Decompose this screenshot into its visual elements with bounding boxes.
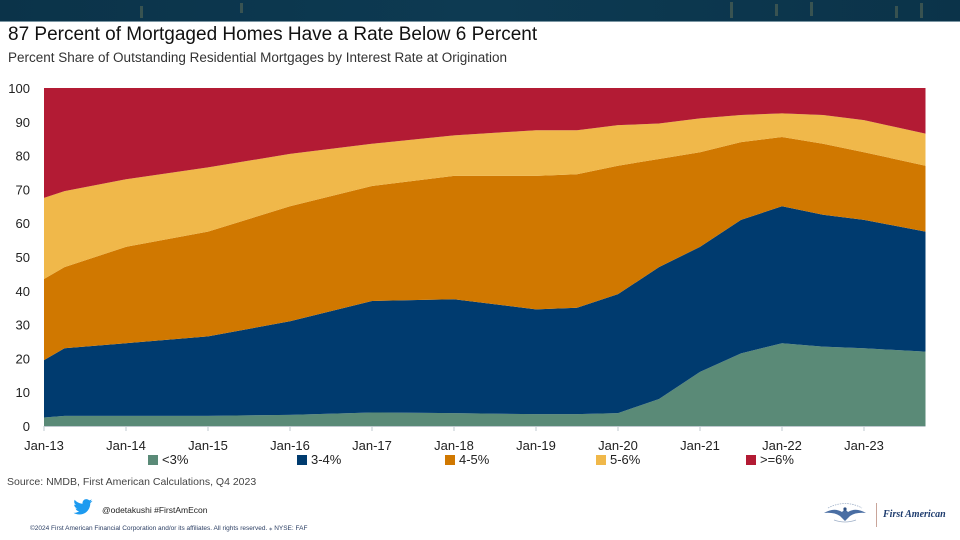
y-tick-label: 40 <box>16 284 30 299</box>
y-tick-label: 80 <box>16 149 30 164</box>
copyright-notice: ©2024 First American Financial Corporati… <box>30 525 308 532</box>
area-series-4 <box>44 88 926 198</box>
area-layers <box>44 88 926 426</box>
y-tick-label: 100 <box>8 81 30 96</box>
x-tick-label: Jan-21 <box>680 438 720 451</box>
chart-subtitle: Percent Share of Outstanding Residential… <box>8 50 508 65</box>
x-tick-label: Jan-19 <box>516 438 556 451</box>
chart-title: 87 Percent of Mortgaged Homes Have a Rat… <box>8 24 538 45</box>
legend-swatch <box>746 454 756 465</box>
y-tick-label: 0 <box>23 419 30 434</box>
y-tick-label: 70 <box>16 182 30 197</box>
y-tick-label: 20 <box>16 351 30 366</box>
x-tick-label: Jan-14 <box>106 438 146 451</box>
legend-swatch <box>148 454 158 465</box>
legend-label: >=6% <box>760 452 794 467</box>
twitter-bird-icon <box>72 499 94 520</box>
legend-item-4-5: 4-5% <box>445 452 489 467</box>
x-tick-label: Jan-16 <box>270 438 310 451</box>
area-series-0 <box>44 343 926 426</box>
source-note: Source: NMDB, First American Calculation… <box>7 476 257 488</box>
x-tick-label: Jan-18 <box>434 438 474 451</box>
x-tick-label: Jan-23 <box>844 438 884 451</box>
y-tick-label: 90 <box>16 115 30 130</box>
eagle-seal-icon <box>820 499 870 530</box>
y-tick-label: 10 <box>16 385 30 400</box>
banner-decoration <box>895 6 898 18</box>
x-tick-label: Jan-15 <box>188 438 228 451</box>
area-series-2 <box>44 137 926 361</box>
legend-item-3-4: 3-4% <box>297 452 341 467</box>
legend-swatch <box>596 454 606 465</box>
banner-decoration <box>140 6 143 18</box>
twitter-credit[interactable]: @odetakushi #FirstAmEcon <box>72 499 207 520</box>
banner-decoration <box>730 2 733 18</box>
banner-decoration <box>775 4 778 16</box>
legend-swatch <box>445 454 455 465</box>
legend-item-5-6: 5-6% <box>596 452 640 467</box>
first-american-logo: First American <box>820 499 946 530</box>
y-tick-label: 50 <box>16 250 30 265</box>
legend-label: <3% <box>162 452 189 467</box>
legend-label: 5-6% <box>610 452 641 467</box>
x-axis: Jan-13 Jan-14 Jan-15 Jan-16 Jan-17 Jan-18 Jan-… <box>24 426 926 451</box>
y-tick-label: 60 <box>16 216 30 231</box>
legend-item-lt3: <3% <box>148 452 188 467</box>
logo-divider <box>876 502 877 527</box>
x-tick-label: Jan-13 <box>24 438 64 451</box>
legend-label: 4-5% <box>459 452 490 467</box>
x-tick-label: Jan-17 <box>352 438 392 451</box>
legend-item-gte6: >=6% <box>746 452 794 467</box>
y-tick-label: 30 <box>16 318 30 333</box>
x-tick-label: Jan-20 <box>598 438 638 451</box>
header-banner <box>0 0 960 22</box>
x-tick-label: Jan-22 <box>762 438 802 451</box>
banner-decoration <box>810 2 813 16</box>
banner-decoration <box>920 3 923 18</box>
logo-wordmark: First American <box>883 509 946 520</box>
legend-label: 3-4% <box>311 452 342 467</box>
legend-swatch <box>297 454 307 465</box>
y-axis: 0 10 20 30 40 50 60 70 80 90 100 <box>8 81 30 434</box>
area-series-1 <box>44 206 926 418</box>
banner-decoration <box>240 3 243 13</box>
area-series-3 <box>44 113 926 279</box>
twitter-handle: @odetakushi #FirstAmEcon <box>102 504 208 515</box>
